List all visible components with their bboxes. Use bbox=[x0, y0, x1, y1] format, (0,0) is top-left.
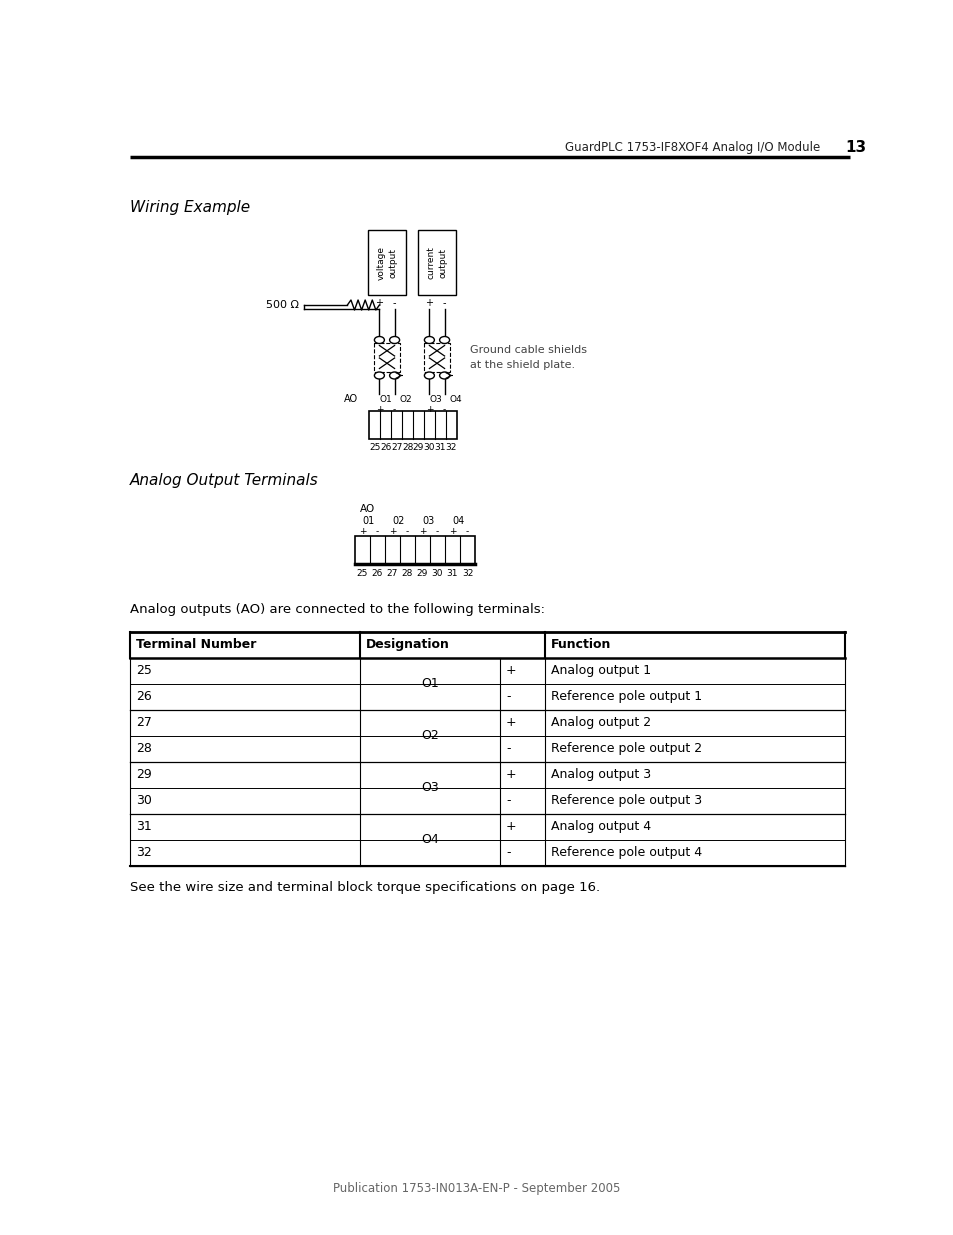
Text: 28: 28 bbox=[136, 742, 152, 755]
Text: O3: O3 bbox=[429, 395, 441, 405]
Text: 31: 31 bbox=[446, 568, 457, 578]
Text: 31: 31 bbox=[136, 820, 152, 832]
Ellipse shape bbox=[389, 372, 399, 379]
Text: O1: O1 bbox=[379, 395, 392, 405]
Text: 01: 01 bbox=[362, 515, 375, 526]
Text: at the shield plate.: at the shield plate. bbox=[469, 359, 574, 370]
Text: -: - bbox=[375, 527, 378, 536]
Text: -: - bbox=[505, 742, 510, 755]
Text: +: + bbox=[505, 768, 517, 781]
Text: Analog output 4: Analog output 4 bbox=[551, 820, 651, 832]
Text: Analog outputs (AO) are connected to the following terminals:: Analog outputs (AO) are connected to the… bbox=[130, 604, 544, 616]
Text: Publication 1753-IN013A-EN-P - September 2005: Publication 1753-IN013A-EN-P - September… bbox=[333, 1182, 620, 1195]
Text: 32: 32 bbox=[445, 443, 456, 452]
Text: O2: O2 bbox=[399, 395, 412, 405]
Text: Reference pole output 4: Reference pole output 4 bbox=[551, 846, 701, 860]
Text: Reference pole output 2: Reference pole output 2 bbox=[551, 742, 701, 755]
Text: 30: 30 bbox=[432, 568, 443, 578]
Text: 500 Ω: 500 Ω bbox=[266, 300, 299, 310]
Text: -: - bbox=[442, 405, 446, 415]
Text: +: + bbox=[505, 716, 517, 729]
Text: current
output: current output bbox=[427, 246, 447, 279]
Text: 25: 25 bbox=[356, 568, 368, 578]
Text: Function: Function bbox=[551, 638, 611, 651]
Text: Designation: Designation bbox=[366, 638, 450, 651]
Text: 28: 28 bbox=[401, 443, 413, 452]
Bar bbox=[374, 343, 399, 372]
Text: 27: 27 bbox=[386, 568, 397, 578]
Text: See the wire size and terminal block torque specifications on page 16.: See the wire size and terminal block tor… bbox=[130, 881, 599, 893]
Ellipse shape bbox=[374, 372, 384, 379]
Bar bbox=[417, 230, 456, 295]
Text: 02: 02 bbox=[392, 515, 404, 526]
Ellipse shape bbox=[424, 336, 434, 343]
Text: +: + bbox=[418, 527, 426, 536]
Text: Wiring Example: Wiring Example bbox=[130, 200, 250, 215]
Text: 03: 03 bbox=[422, 515, 435, 526]
Text: 30: 30 bbox=[423, 443, 435, 452]
Text: 29: 29 bbox=[413, 443, 424, 452]
Text: -: - bbox=[436, 527, 438, 536]
Ellipse shape bbox=[439, 336, 449, 343]
Text: 25: 25 bbox=[136, 664, 152, 677]
Bar bbox=[355, 536, 475, 563]
Text: 28: 28 bbox=[401, 568, 413, 578]
Text: 29: 29 bbox=[416, 568, 428, 578]
Bar bbox=[424, 343, 449, 372]
Ellipse shape bbox=[424, 372, 434, 379]
Text: Reference pole output 1: Reference pole output 1 bbox=[551, 690, 701, 703]
Ellipse shape bbox=[439, 372, 449, 379]
Text: +: + bbox=[425, 405, 433, 415]
Text: -: - bbox=[505, 846, 510, 860]
Text: +: + bbox=[375, 298, 383, 308]
Text: +: + bbox=[375, 405, 383, 415]
Text: Analog output 2: Analog output 2 bbox=[551, 716, 651, 729]
Text: 31: 31 bbox=[434, 443, 446, 452]
Text: 13: 13 bbox=[844, 141, 865, 156]
Text: Reference pole output 3: Reference pole output 3 bbox=[551, 794, 701, 806]
Text: Analog output 1: Analog output 1 bbox=[551, 664, 651, 677]
Text: -: - bbox=[405, 527, 409, 536]
Text: +: + bbox=[388, 527, 395, 536]
Text: AO: AO bbox=[359, 504, 375, 514]
Text: -: - bbox=[505, 690, 510, 703]
Text: +: + bbox=[358, 527, 366, 536]
Text: -: - bbox=[393, 405, 395, 415]
Text: +: + bbox=[448, 527, 456, 536]
Text: O2: O2 bbox=[420, 729, 438, 742]
Bar bbox=[369, 410, 456, 438]
Text: +: + bbox=[505, 664, 517, 677]
Text: O4: O4 bbox=[449, 395, 462, 405]
Text: 26: 26 bbox=[379, 443, 391, 452]
Text: 26: 26 bbox=[372, 568, 383, 578]
Text: Ground cable shields: Ground cable shields bbox=[469, 345, 586, 354]
Text: O1: O1 bbox=[420, 677, 438, 690]
Text: O4: O4 bbox=[420, 832, 438, 846]
Text: O3: O3 bbox=[420, 781, 438, 794]
Text: 25: 25 bbox=[369, 443, 380, 452]
Text: -: - bbox=[505, 794, 510, 806]
Text: -: - bbox=[442, 298, 446, 308]
Text: 29: 29 bbox=[136, 768, 152, 781]
Text: Analog output 3: Analog output 3 bbox=[551, 768, 651, 781]
Ellipse shape bbox=[389, 336, 399, 343]
Text: -: - bbox=[393, 298, 395, 308]
Bar bbox=[368, 230, 406, 295]
Text: 30: 30 bbox=[136, 794, 152, 806]
Text: -: - bbox=[465, 527, 469, 536]
Text: GuardPLC 1753-IF8XOF4 Analog I/O Module: GuardPLC 1753-IF8XOF4 Analog I/O Module bbox=[564, 142, 820, 154]
Text: AO: AO bbox=[343, 394, 357, 404]
Text: +: + bbox=[425, 298, 433, 308]
Text: voltage
output: voltage output bbox=[376, 246, 396, 279]
Text: 26: 26 bbox=[136, 690, 152, 703]
Text: +: + bbox=[505, 820, 517, 832]
Text: 32: 32 bbox=[136, 846, 152, 860]
Text: 04: 04 bbox=[452, 515, 464, 526]
Text: Terminal Number: Terminal Number bbox=[136, 638, 256, 651]
Text: 32: 32 bbox=[461, 568, 473, 578]
Text: 27: 27 bbox=[136, 716, 152, 729]
Text: Analog Output Terminals: Analog Output Terminals bbox=[130, 473, 318, 489]
Ellipse shape bbox=[374, 336, 384, 343]
Text: 27: 27 bbox=[391, 443, 402, 452]
